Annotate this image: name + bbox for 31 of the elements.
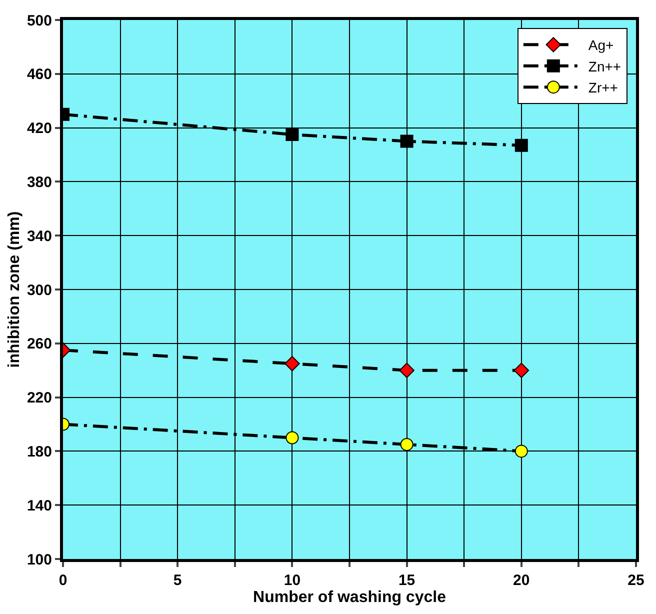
y-tick-label: 300	[26, 282, 52, 299]
point	[514, 444, 528, 458]
legend-label: Zn++	[588, 58, 622, 74]
y-tick-label: 460	[26, 66, 52, 84]
point	[514, 362, 530, 378]
y-tick-label: 380	[26, 174, 52, 191]
x-tick-label: 5	[173, 572, 182, 589]
legend-label: Ag+	[588, 37, 614, 54]
y-tick-label: 180	[26, 443, 52, 460]
legend-label: Zr++	[588, 80, 618, 96]
y-tick-label: 420	[26, 120, 52, 138]
point	[284, 356, 300, 372]
x-tick-label: 10	[284, 572, 301, 589]
point	[400, 134, 414, 148]
y-tick-label: 140	[26, 497, 52, 514]
point	[286, 128, 299, 142]
y-tick-label: 220	[26, 390, 52, 407]
x-tick-label: 20	[513, 572, 530, 589]
point	[399, 362, 414, 378]
point	[286, 431, 299, 444]
y-axis-title: inhibition zone (mm)	[6, 211, 23, 368]
y-tick-label: 340	[26, 228, 52, 245]
x-tick-label: 0	[58, 572, 68, 589]
point	[514, 138, 528, 152]
x-tick-label: 15	[398, 572, 416, 589]
point	[400, 438, 414, 451]
y-tick-label: 100	[26, 551, 52, 568]
x-axis-title: Number of washing cycle	[253, 589, 446, 606]
y-tick-label: 260	[26, 336, 52, 353]
y-tick-label: 500	[26, 12, 52, 30]
x-tick-label: 25	[628, 572, 644, 589]
